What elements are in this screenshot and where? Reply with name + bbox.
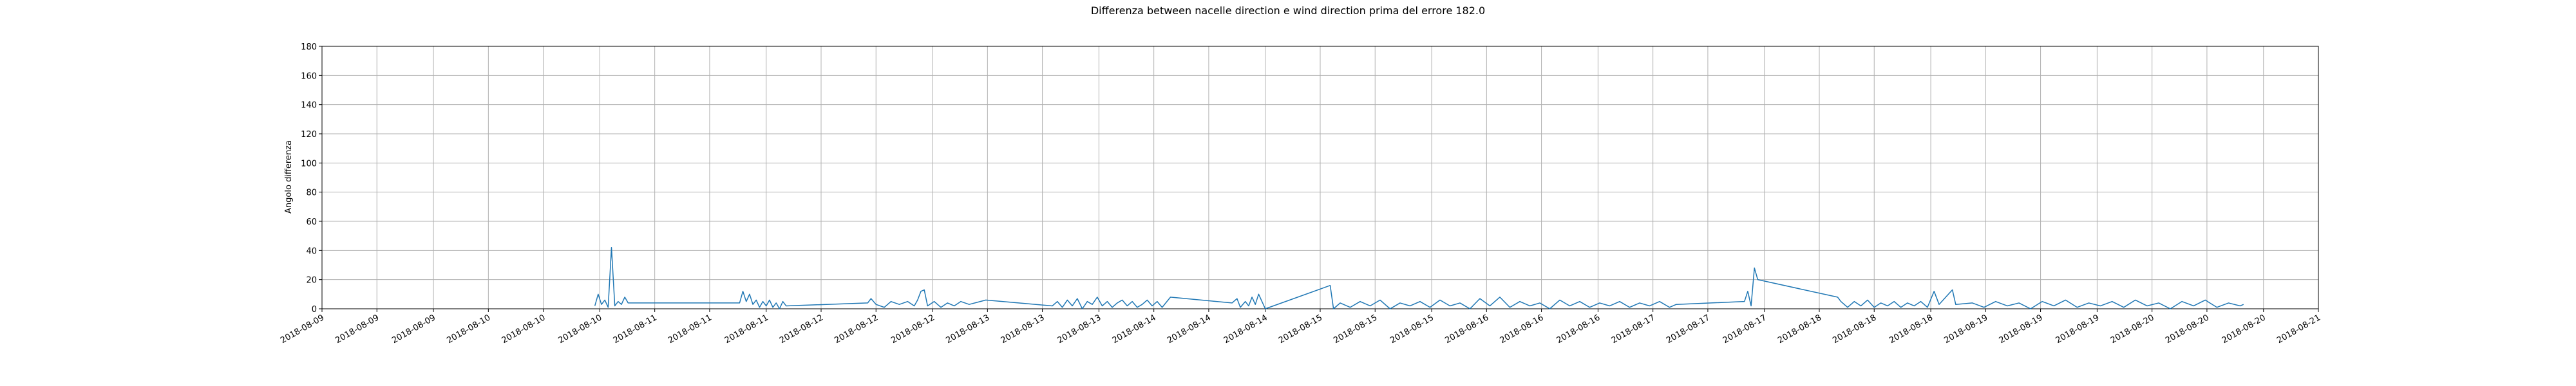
y-tick-label: 20 (306, 276, 317, 286)
y-tick-label: 180 (301, 42, 317, 52)
data-line (594, 247, 2244, 309)
x-tick-label: 2018-08-14 (1111, 313, 1158, 345)
x-tick-label: 2018-08-15 (1388, 313, 1435, 345)
x-tick-label: 2018-08-16 (1443, 313, 1490, 345)
y-tick-label: 80 (306, 188, 317, 198)
y-tick-label: 140 (301, 101, 317, 111)
x-tick-label: 2018-08-19 (1942, 313, 1989, 345)
x-tick-label: 2018-08-11 (667, 313, 714, 345)
x-tick-label: 2018-08-17 (1610, 313, 1657, 345)
x-tick-label: 2018-08-17 (1665, 313, 1712, 345)
x-tick-label: 2018-08-20 (2221, 313, 2268, 345)
x-tick-label: 2018-08-12 (833, 313, 880, 345)
x-tick-label: 2018-08-13 (1056, 313, 1103, 345)
x-tick-label: 2018-08-19 (1998, 313, 2045, 345)
x-tick-label: 2018-08-21 (2275, 313, 2322, 345)
x-tick-label: 2018-08-16 (1555, 313, 1602, 345)
x-tick-label: 2018-08-09 (279, 313, 326, 345)
x-tick-label: 2018-08-11 (723, 313, 770, 345)
y-tick-label: 160 (301, 71, 317, 81)
x-tick-label: 2018-08-10 (445, 313, 492, 345)
x-tick-label: 2018-08-13 (999, 313, 1046, 345)
x-tick-label: 2018-08-17 (1721, 313, 1768, 345)
x-tick-label: 2018-08-19 (2054, 313, 2101, 345)
x-tick-label: 2018-08-18 (1831, 313, 1878, 345)
y-axis-label: Angolo differenza (284, 140, 294, 214)
x-tick-label: 2018-08-18 (1776, 313, 1823, 345)
x-tick-label: 2018-08-12 (778, 313, 825, 345)
y-tick-label: 60 (306, 217, 317, 227)
x-tick-label: 2018-08-20 (2164, 313, 2211, 345)
x-tick-label: 2018-08-10 (556, 313, 603, 345)
x-tick-label: 2018-08-09 (390, 313, 437, 345)
y-tick-label: 120 (301, 130, 317, 140)
x-tick-label: 2018-08-15 (1277, 313, 1324, 345)
x-tick-label: 2018-08-18 (1888, 313, 1935, 345)
x-tick-label: 2018-08-11 (612, 313, 659, 345)
y-tick-label: 0 (312, 305, 317, 315)
x-tick-label: 2018-08-09 (334, 313, 381, 345)
x-tick-label: 2018-08-10 (500, 313, 547, 345)
plot-frame (321, 46, 2319, 309)
x-tick-label: 2018-08-14 (1222, 313, 1269, 345)
y-tick-label: 40 (306, 246, 317, 256)
chart-title: Differenza between nacelle direction e w… (1091, 5, 1485, 17)
x-tick-label: 2018-08-15 (1332, 313, 1379, 345)
x-tick-label: 2018-08-13 (944, 313, 991, 345)
y-tick-label: 100 (301, 159, 317, 169)
x-tick-label: 2018-08-16 (1499, 313, 1546, 345)
x-tick-label: 2018-08-14 (1166, 313, 1213, 345)
x-tick-label: 2018-08-20 (2109, 313, 2156, 345)
x-tick-label: 2018-08-12 (889, 313, 936, 345)
